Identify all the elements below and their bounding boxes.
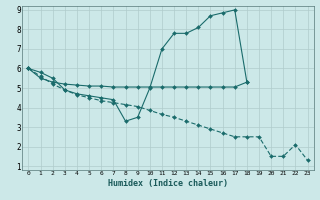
X-axis label: Humidex (Indice chaleur): Humidex (Indice chaleur)	[108, 179, 228, 188]
